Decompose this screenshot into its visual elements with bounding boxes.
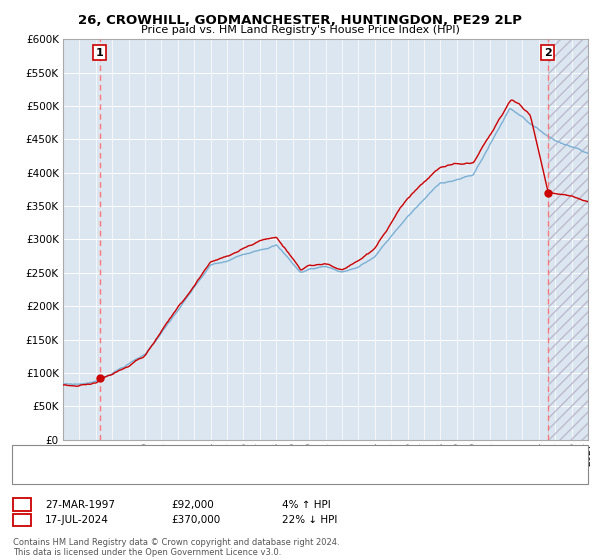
Text: 2: 2 <box>19 515 26 525</box>
Text: Contains HM Land Registry data © Crown copyright and database right 2024.
This d: Contains HM Land Registry data © Crown c… <box>13 538 340 557</box>
Text: 17-JUL-2024: 17-JUL-2024 <box>45 515 109 525</box>
Text: £370,000: £370,000 <box>171 515 220 525</box>
Text: 22% ↓ HPI: 22% ↓ HPI <box>282 515 337 525</box>
Text: 26, CROWHILL, GODMANCHESTER, HUNTINGDON, PE29 2LP: 26, CROWHILL, GODMANCHESTER, HUNTINGDON,… <box>78 14 522 27</box>
Text: 27-MAR-1997: 27-MAR-1997 <box>45 500 115 510</box>
Text: 1: 1 <box>19 500 26 510</box>
Text: 4% ↑ HPI: 4% ↑ HPI <box>282 500 331 510</box>
Text: 2: 2 <box>544 48 551 58</box>
Text: 1: 1 <box>96 48 103 58</box>
Text: £92,000: £92,000 <box>171 500 214 510</box>
Text: 26, CROWHILL, GODMANCHESTER, HUNTINGDON, PE29 2LP (detached house): 26, CROWHILL, GODMANCHESTER, HUNTINGDON,… <box>55 451 438 461</box>
Text: Price paid vs. HM Land Registry's House Price Index (HPI): Price paid vs. HM Land Registry's House … <box>140 25 460 35</box>
Text: HPI: Average price, detached house, Huntingdonshire: HPI: Average price, detached house, Hunt… <box>55 468 317 478</box>
